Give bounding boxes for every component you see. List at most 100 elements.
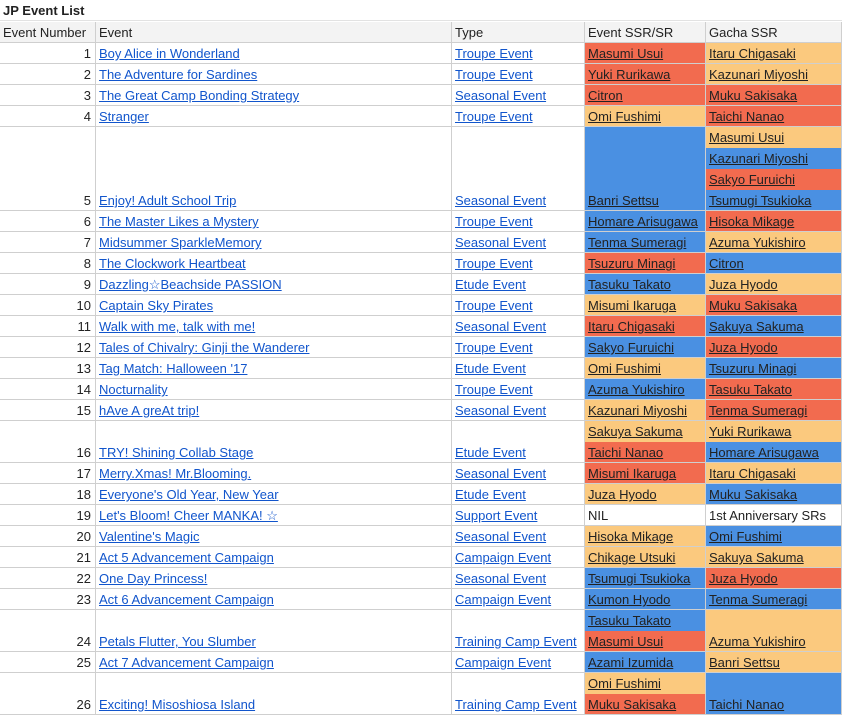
event-ssr-name[interactable] bbox=[585, 127, 705, 148]
event-ssr-name[interactable] bbox=[585, 169, 705, 190]
event-type-link[interactable]: Seasonal Event bbox=[455, 571, 547, 586]
event-name-cell[interactable]: Act 5 Advancement Campaign bbox=[96, 547, 452, 568]
gacha-ssr-name[interactable]: Masumi Usui bbox=[706, 127, 841, 148]
event-type-cell[interactable]: Troupe Event bbox=[452, 253, 585, 274]
event-type-link[interactable]: Etude Event bbox=[455, 277, 526, 292]
event-type-link[interactable]: Troupe Event bbox=[455, 340, 533, 355]
gacha-ssr-cell[interactable]: Taichi Nanao bbox=[706, 106, 842, 127]
event-ssr-cell[interactable]: Juza Hyodo bbox=[585, 484, 706, 505]
gacha-ssr-name[interactable]: Azuma Yukishiro bbox=[706, 631, 841, 651]
event-type-link[interactable]: Troupe Event bbox=[455, 109, 533, 124]
gacha-ssr-name[interactable]: Sakuya Sakuma bbox=[706, 316, 841, 336]
event-ssr-name[interactable]: Sakuya Sakuma bbox=[585, 421, 705, 442]
event-type-cell[interactable]: Troupe Event bbox=[452, 106, 585, 127]
event-number-cell[interactable]: 16 bbox=[0, 421, 96, 463]
gacha-ssr-cell[interactable]: Tenma Sumeragi bbox=[706, 400, 842, 421]
event-ssr-cell[interactable]: Tasuku Takato Masumi Usui bbox=[585, 610, 706, 652]
event-number-cell[interactable]: 14 bbox=[0, 379, 96, 400]
event-link[interactable]: Let's Bloom! Cheer MANKA! ☆ bbox=[99, 508, 278, 523]
event-type-cell[interactable]: Seasonal Event bbox=[452, 85, 585, 106]
gacha-ssr-cell[interactable]: Muku Sakisaka bbox=[706, 295, 842, 316]
event-name-cell[interactable]: The Master Likes a Mystery bbox=[96, 211, 452, 232]
event-type-link[interactable]: Support Event bbox=[455, 508, 538, 523]
event-ssr-name[interactable]: Tasuku Takato bbox=[585, 274, 705, 294]
gacha-ssr-name[interactable]: Juza Hyodo bbox=[706, 274, 841, 294]
gacha-ssr-cell[interactable]: Juza Hyodo bbox=[706, 568, 842, 589]
event-link[interactable]: The Master Likes a Mystery bbox=[99, 214, 259, 229]
event-link[interactable]: Merry.Xmas! Mr.Blooming. bbox=[99, 466, 252, 481]
event-ssr-cell[interactable]: Banri Settsu bbox=[585, 127, 706, 211]
event-link[interactable]: Nocturnality bbox=[99, 382, 168, 397]
gacha-ssr-cell[interactable]: Omi Fushimi bbox=[706, 526, 842, 547]
event-name-cell[interactable]: Midsummer SparkleMemory bbox=[96, 232, 452, 253]
event-ssr-cell[interactable]: Kazunari Miyoshi bbox=[585, 400, 706, 421]
event-ssr-name[interactable]: Omi Fushimi bbox=[585, 358, 705, 378]
event-type-cell[interactable]: Campaign Event bbox=[452, 652, 585, 673]
event-number-cell[interactable]: 23 bbox=[0, 589, 96, 610]
event-link[interactable]: Walk with me, talk with me! bbox=[99, 319, 256, 334]
event-ssr-cell[interactable]: Omi Fushimi bbox=[585, 106, 706, 127]
event-name-cell[interactable]: TRY! Shining Collab Stage bbox=[96, 421, 452, 463]
event-ssr-name[interactable]: Homare Arisugawa bbox=[585, 211, 705, 231]
event-ssr-cell[interactable]: Homare Arisugawa bbox=[585, 211, 706, 232]
event-ssr-name[interactable]: Azami Izumida bbox=[585, 652, 705, 672]
gacha-ssr-cell[interactable]: Itaru Chigasaki bbox=[706, 43, 842, 64]
event-ssr-name[interactable]: Kumon Hyodo bbox=[585, 589, 705, 609]
event-ssr-cell[interactable]: Masumi Usui bbox=[585, 43, 706, 64]
event-number-cell[interactable]: 3 bbox=[0, 85, 96, 106]
event-type-link[interactable]: Troupe Event bbox=[455, 46, 533, 61]
event-type-link[interactable]: Seasonal Event bbox=[455, 529, 547, 544]
gacha-ssr-cell[interactable]: Tenma Sumeragi bbox=[706, 589, 842, 610]
event-ssr-name[interactable]: Azuma Yukishiro bbox=[585, 379, 705, 399]
gacha-ssr-cell[interactable]: Itaru Chigasaki bbox=[706, 463, 842, 484]
gacha-ssr-name[interactable]: Taichi Nanao bbox=[706, 106, 841, 126]
event-link[interactable]: Boy Alice in Wonderland bbox=[99, 46, 240, 61]
event-number-cell[interactable]: 15 bbox=[0, 400, 96, 421]
event-number-cell[interactable]: 1 bbox=[0, 43, 96, 64]
event-ssr-name[interactable]: Omi Fushimi bbox=[585, 106, 705, 126]
gacha-ssr-name[interactable]: Omi Fushimi bbox=[706, 526, 841, 546]
event-ssr-name[interactable]: Tasuku Takato bbox=[585, 610, 705, 631]
event-number-cell[interactable]: 7 bbox=[0, 232, 96, 253]
event-ssr-cell[interactable]: Tenma Sumeragi bbox=[585, 232, 706, 253]
event-number-cell[interactable]: 18 bbox=[0, 484, 96, 505]
gacha-ssr-cell[interactable]: Tasuku Takato bbox=[706, 379, 842, 400]
event-name-cell[interactable]: The Clockwork Heartbeat bbox=[96, 253, 452, 274]
event-number-cell[interactable]: 24 bbox=[0, 610, 96, 652]
event-number-cell[interactable]: 26 bbox=[0, 673, 96, 715]
event-ssr-cell[interactable]: Misumi Ikaruga bbox=[585, 463, 706, 484]
event-number-cell[interactable]: 8 bbox=[0, 253, 96, 274]
event-link[interactable]: The Adventure for Sardines bbox=[99, 67, 258, 82]
event-link[interactable]: Valentine's Magic bbox=[99, 529, 200, 544]
event-ssr-name[interactable]: Chikage Utsuki bbox=[585, 547, 705, 567]
gacha-ssr-name[interactable]: Itaru Chigasaki bbox=[706, 43, 841, 63]
event-name-cell[interactable]: Dazzling☆Beachside PASSION bbox=[96, 274, 452, 295]
event-type-link[interactable]: Campaign Event bbox=[455, 592, 552, 607]
event-ssr-cell[interactable]: Citron bbox=[585, 85, 706, 106]
event-type-cell[interactable]: Training Camp Event bbox=[452, 610, 585, 652]
gacha-ssr-name[interactable]: Juza Hyodo bbox=[706, 337, 841, 357]
gacha-ssr-name[interactable]: Kazunari Miyoshi bbox=[706, 148, 841, 169]
event-link[interactable]: Dazzling☆Beachside PASSION bbox=[99, 277, 282, 292]
gacha-ssr-cell[interactable]: Juza Hyodo bbox=[706, 274, 842, 295]
gacha-ssr-cell[interactable]: Citron bbox=[706, 253, 842, 274]
event-link[interactable]: The Great Camp Bonding Strategy bbox=[99, 88, 300, 103]
event-name-cell[interactable]: hAve A greAt trip! bbox=[96, 400, 452, 421]
event-link[interactable]: Act 5 Advancement Campaign bbox=[99, 550, 274, 565]
gacha-ssr-name[interactable]: Azuma Yukishiro bbox=[706, 232, 841, 252]
event-ssr-name[interactable]: Misumi Ikaruga bbox=[585, 295, 705, 315]
event-ssr-name[interactable]: Banri Settsu bbox=[585, 190, 705, 210]
gacha-ssr-cell[interactable]: Azuma Yukishiro bbox=[706, 610, 842, 652]
gacha-ssr-name[interactable]: Tsumugi Tsukioka bbox=[706, 190, 841, 210]
event-number-cell[interactable]: 13 bbox=[0, 358, 96, 379]
event-ssr-cell[interactable]: Omi Fushimi bbox=[585, 358, 706, 379]
gacha-ssr-name[interactable]: Banri Settsu bbox=[706, 652, 841, 672]
event-ssr-name[interactable]: Itaru Chigasaki bbox=[585, 316, 705, 336]
gacha-ssr-cell[interactable]: 1st Anniversary SRs bbox=[706, 505, 842, 526]
event-link[interactable]: Midsummer SparkleMemory bbox=[99, 235, 262, 250]
event-type-link[interactable]: Etude Event bbox=[455, 361, 526, 376]
gacha-ssr-cell[interactable]: Masumi Usui Kazunari Miyoshi Sakyo Furuich… bbox=[706, 127, 842, 211]
event-link[interactable]: Act 6 Advancement Campaign bbox=[99, 592, 274, 607]
event-type-cell[interactable]: Seasonal Event bbox=[452, 127, 585, 211]
gacha-ssr-name[interactable]: Itaru Chigasaki bbox=[706, 463, 841, 483]
